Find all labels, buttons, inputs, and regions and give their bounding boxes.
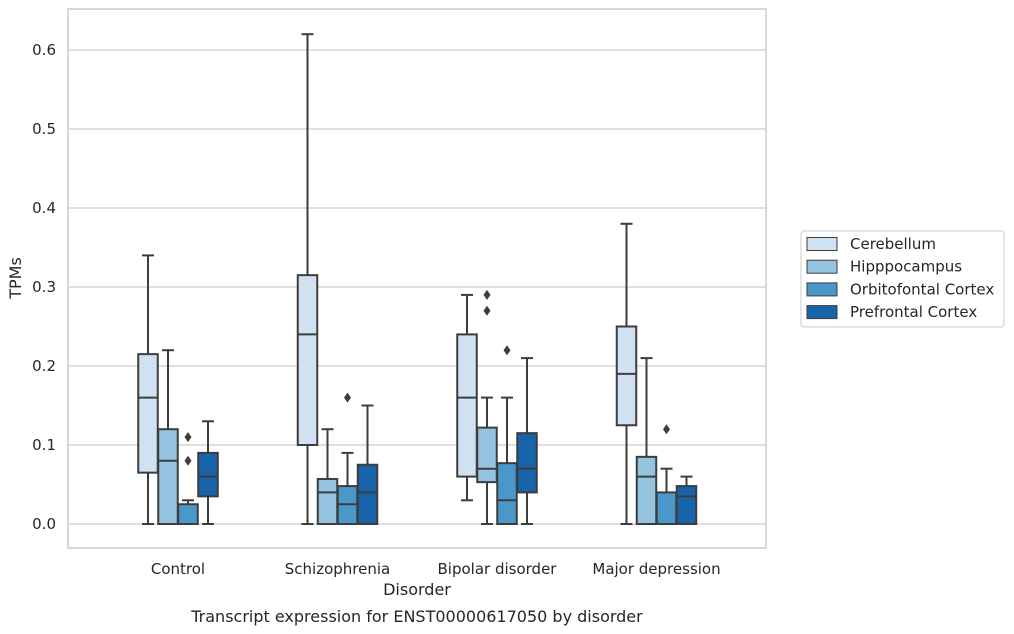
y-axis-title: TPMs [6,257,25,300]
box [177,503,199,525]
outlier-point [344,392,351,403]
legend-frame [800,230,1005,328]
box [137,353,159,474]
box-group [675,475,698,525]
box-group [137,254,159,525]
y-tick-label: 0.4 [32,199,56,217]
box [316,477,339,525]
box-group [177,432,199,525]
box-group [336,392,359,525]
y-tick-label: 0.6 [32,41,56,59]
box [615,325,638,427]
box-group [456,293,478,502]
legend-swatch [806,237,838,251]
grid-lines [68,49,766,525]
box-group [476,289,498,525]
outlier-point [503,345,511,356]
plot-frame [67,8,767,549]
outlier-point [483,305,491,316]
y-tick-label: 0.2 [32,357,56,375]
legend: Cerebellum Hipppocampus Orbitofontal Corte… [800,230,1005,328]
box [655,491,678,525]
box [157,428,179,526]
chart-caption: Transcript expression for ENST0000061705… [190,607,643,626]
x-tick-labels: Control Schizophrenia Bipolar disorder Majo… [151,560,721,578]
outlier-point [184,455,192,466]
box [356,463,379,525]
box-group [157,349,179,526]
outlier-point [483,289,491,300]
box [675,485,698,525]
x-tick-label: Schizophrenia [285,560,390,578]
legend-label: Prefrontal Cortex [850,303,977,321]
box-plot-layer [137,33,698,526]
box-group [197,420,219,525]
y-tick-labels: 0.0 0.1 0.2 0.3 0.4 0.5 0.6 [32,41,56,533]
box-group [316,428,339,525]
box-group [296,33,319,525]
box [296,274,319,446]
box-group [655,424,678,525]
box-group [615,222,638,525]
legend-label: Cerebellum [850,235,936,253]
box [496,462,518,526]
x-tick-label: Control [151,560,205,578]
x-tick-label: Major depression [592,560,720,578]
box-group [356,404,379,525]
legend-label: Orbitofontal Cortex [850,280,994,298]
legend-swatch [806,259,838,274]
outlier-point [663,424,670,435]
y-tick-label: 0.5 [32,120,56,138]
box [456,333,478,478]
legend-label: Hipppocampus [850,258,962,276]
y-tick-label: 0.0 [32,515,56,533]
x-tick-label: Bipolar disorder [438,560,558,578]
box [635,455,658,526]
legend-swatch [806,282,838,297]
x-axis-title: Disorder [383,580,451,599]
legend-swatch [806,305,838,320]
box-group [496,345,518,526]
box-group [635,357,658,526]
outlier-point [184,432,192,443]
box [516,432,538,494]
box [197,451,219,498]
box-group [516,357,538,525]
box [476,426,498,484]
y-tick-label: 0.3 [32,278,56,296]
y-tick-label: 0.1 [32,436,56,454]
